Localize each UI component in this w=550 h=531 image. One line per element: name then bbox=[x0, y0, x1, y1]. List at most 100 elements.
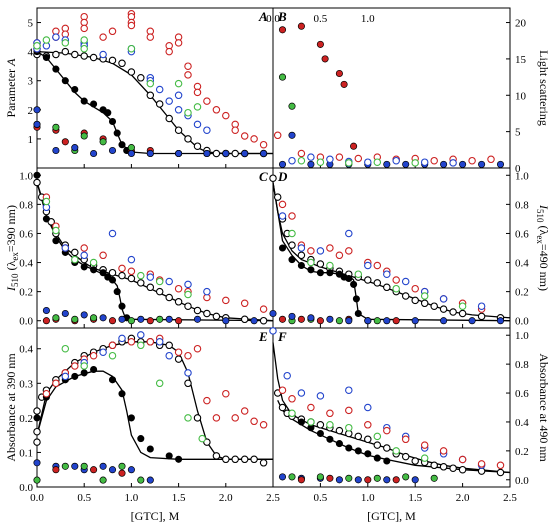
data-point bbox=[439, 447, 448, 455]
data-point bbox=[61, 309, 69, 318]
y-tick-label: 0.2 bbox=[515, 287, 529, 299]
data-point bbox=[430, 474, 438, 482]
x-axis-label: [GTC], M bbox=[131, 509, 180, 523]
data-point bbox=[402, 160, 410, 168]
y-tick-label: 0.0 bbox=[19, 316, 33, 328]
data-point bbox=[335, 426, 344, 435]
data-point bbox=[352, 295, 360, 303]
data-point bbox=[392, 156, 400, 165]
data-point bbox=[127, 144, 135, 152]
data-point bbox=[80, 97, 88, 105]
data-point bbox=[108, 341, 117, 350]
x-axis-label: [GTC], M bbox=[367, 509, 416, 523]
panel-label: E bbox=[258, 329, 268, 344]
panel-label: D bbox=[277, 169, 288, 184]
data-point bbox=[496, 461, 505, 470]
data-point bbox=[52, 65, 60, 73]
data-point bbox=[364, 421, 372, 429]
data-point bbox=[288, 473, 296, 481]
data-point bbox=[345, 274, 353, 283]
data-point bbox=[118, 315, 126, 323]
data-point bbox=[108, 276, 117, 284]
data-point bbox=[222, 455, 230, 464]
data-point bbox=[373, 432, 382, 441]
data-point bbox=[89, 351, 98, 360]
data-point bbox=[146, 79, 155, 88]
data-point bbox=[478, 160, 486, 168]
data-point bbox=[42, 317, 50, 325]
x-tick-label: 2.0 bbox=[219, 492, 233, 504]
x-tick-label: 0.5 bbox=[77, 492, 91, 504]
data-point bbox=[297, 251, 306, 260]
data-point bbox=[156, 315, 164, 323]
data-point bbox=[373, 158, 382, 166]
y-tick-label: 0.6 bbox=[515, 228, 529, 240]
y-tick-label: 15 bbox=[515, 54, 527, 66]
fit-curve bbox=[36, 50, 273, 155]
x-tick-label: 1.5 bbox=[408, 492, 422, 504]
panel-F: F 0.0 0.2 0.4 0.6 0.8 1.0 0.5 1.0 1.5 2.0 2.5 Absorb… bbox=[269, 327, 550, 523]
data-point bbox=[61, 47, 70, 56]
data-point bbox=[137, 315, 145, 323]
data-point bbox=[487, 155, 495, 164]
data-point bbox=[165, 114, 173, 123]
data-point bbox=[127, 267, 136, 276]
data-point bbox=[52, 379, 60, 388]
data-point bbox=[401, 435, 410, 444]
data-point bbox=[316, 429, 324, 438]
data-point bbox=[260, 149, 268, 158]
data-point bbox=[278, 160, 287, 168]
data-point bbox=[137, 74, 145, 82]
data-point bbox=[155, 338, 164, 346]
data-point bbox=[231, 414, 239, 422]
data-point bbox=[108, 351, 117, 360]
data-point bbox=[174, 355, 183, 363]
data-point bbox=[392, 276, 400, 284]
data-point bbox=[250, 135, 258, 143]
data-point bbox=[364, 450, 372, 458]
data-point bbox=[297, 418, 305, 426]
data-point bbox=[401, 277, 410, 286]
data-point bbox=[364, 261, 372, 270]
data-point bbox=[307, 403, 315, 412]
data-point bbox=[411, 476, 419, 484]
data-point bbox=[439, 305, 448, 313]
x-tick-label: 2.5 bbox=[503, 492, 517, 504]
data-point bbox=[278, 200, 287, 209]
data-point bbox=[477, 460, 486, 468]
data-point bbox=[184, 379, 192, 388]
data-point bbox=[33, 414, 41, 422]
data-point bbox=[354, 270, 363, 278]
data-point bbox=[212, 414, 221, 422]
data-point bbox=[316, 247, 325, 255]
data-point bbox=[420, 441, 429, 449]
data-point bbox=[52, 314, 60, 322]
data-point bbox=[288, 256, 296, 264]
data-point bbox=[250, 455, 258, 464]
data-point bbox=[345, 444, 353, 452]
data-point bbox=[288, 409, 296, 418]
data-point bbox=[80, 36, 88, 44]
data-point bbox=[108, 27, 117, 36]
data-point bbox=[80, 24, 88, 33]
x-tick-label: 0.0 bbox=[266, 13, 280, 25]
y-tick-label: 0.3 bbox=[19, 378, 33, 390]
data-point bbox=[193, 120, 202, 129]
data-point bbox=[383, 160, 391, 168]
data-point bbox=[137, 476, 145, 484]
x-tick-label: 1.0 bbox=[361, 492, 375, 504]
data-point bbox=[496, 468, 505, 477]
data-point bbox=[288, 102, 296, 110]
data-point bbox=[383, 444, 391, 452]
y-axis-label: I510 (λex=490 nm) bbox=[535, 204, 550, 291]
data-point bbox=[108, 317, 117, 325]
data-point bbox=[297, 244, 306, 252]
y-tick-label: 0 bbox=[515, 163, 521, 175]
data-point bbox=[297, 389, 306, 397]
panel-frame bbox=[272, 7, 511, 169]
data-point bbox=[278, 244, 287, 252]
data-point bbox=[278, 403, 287, 412]
data-point bbox=[71, 50, 79, 59]
data-point bbox=[354, 432, 363, 441]
